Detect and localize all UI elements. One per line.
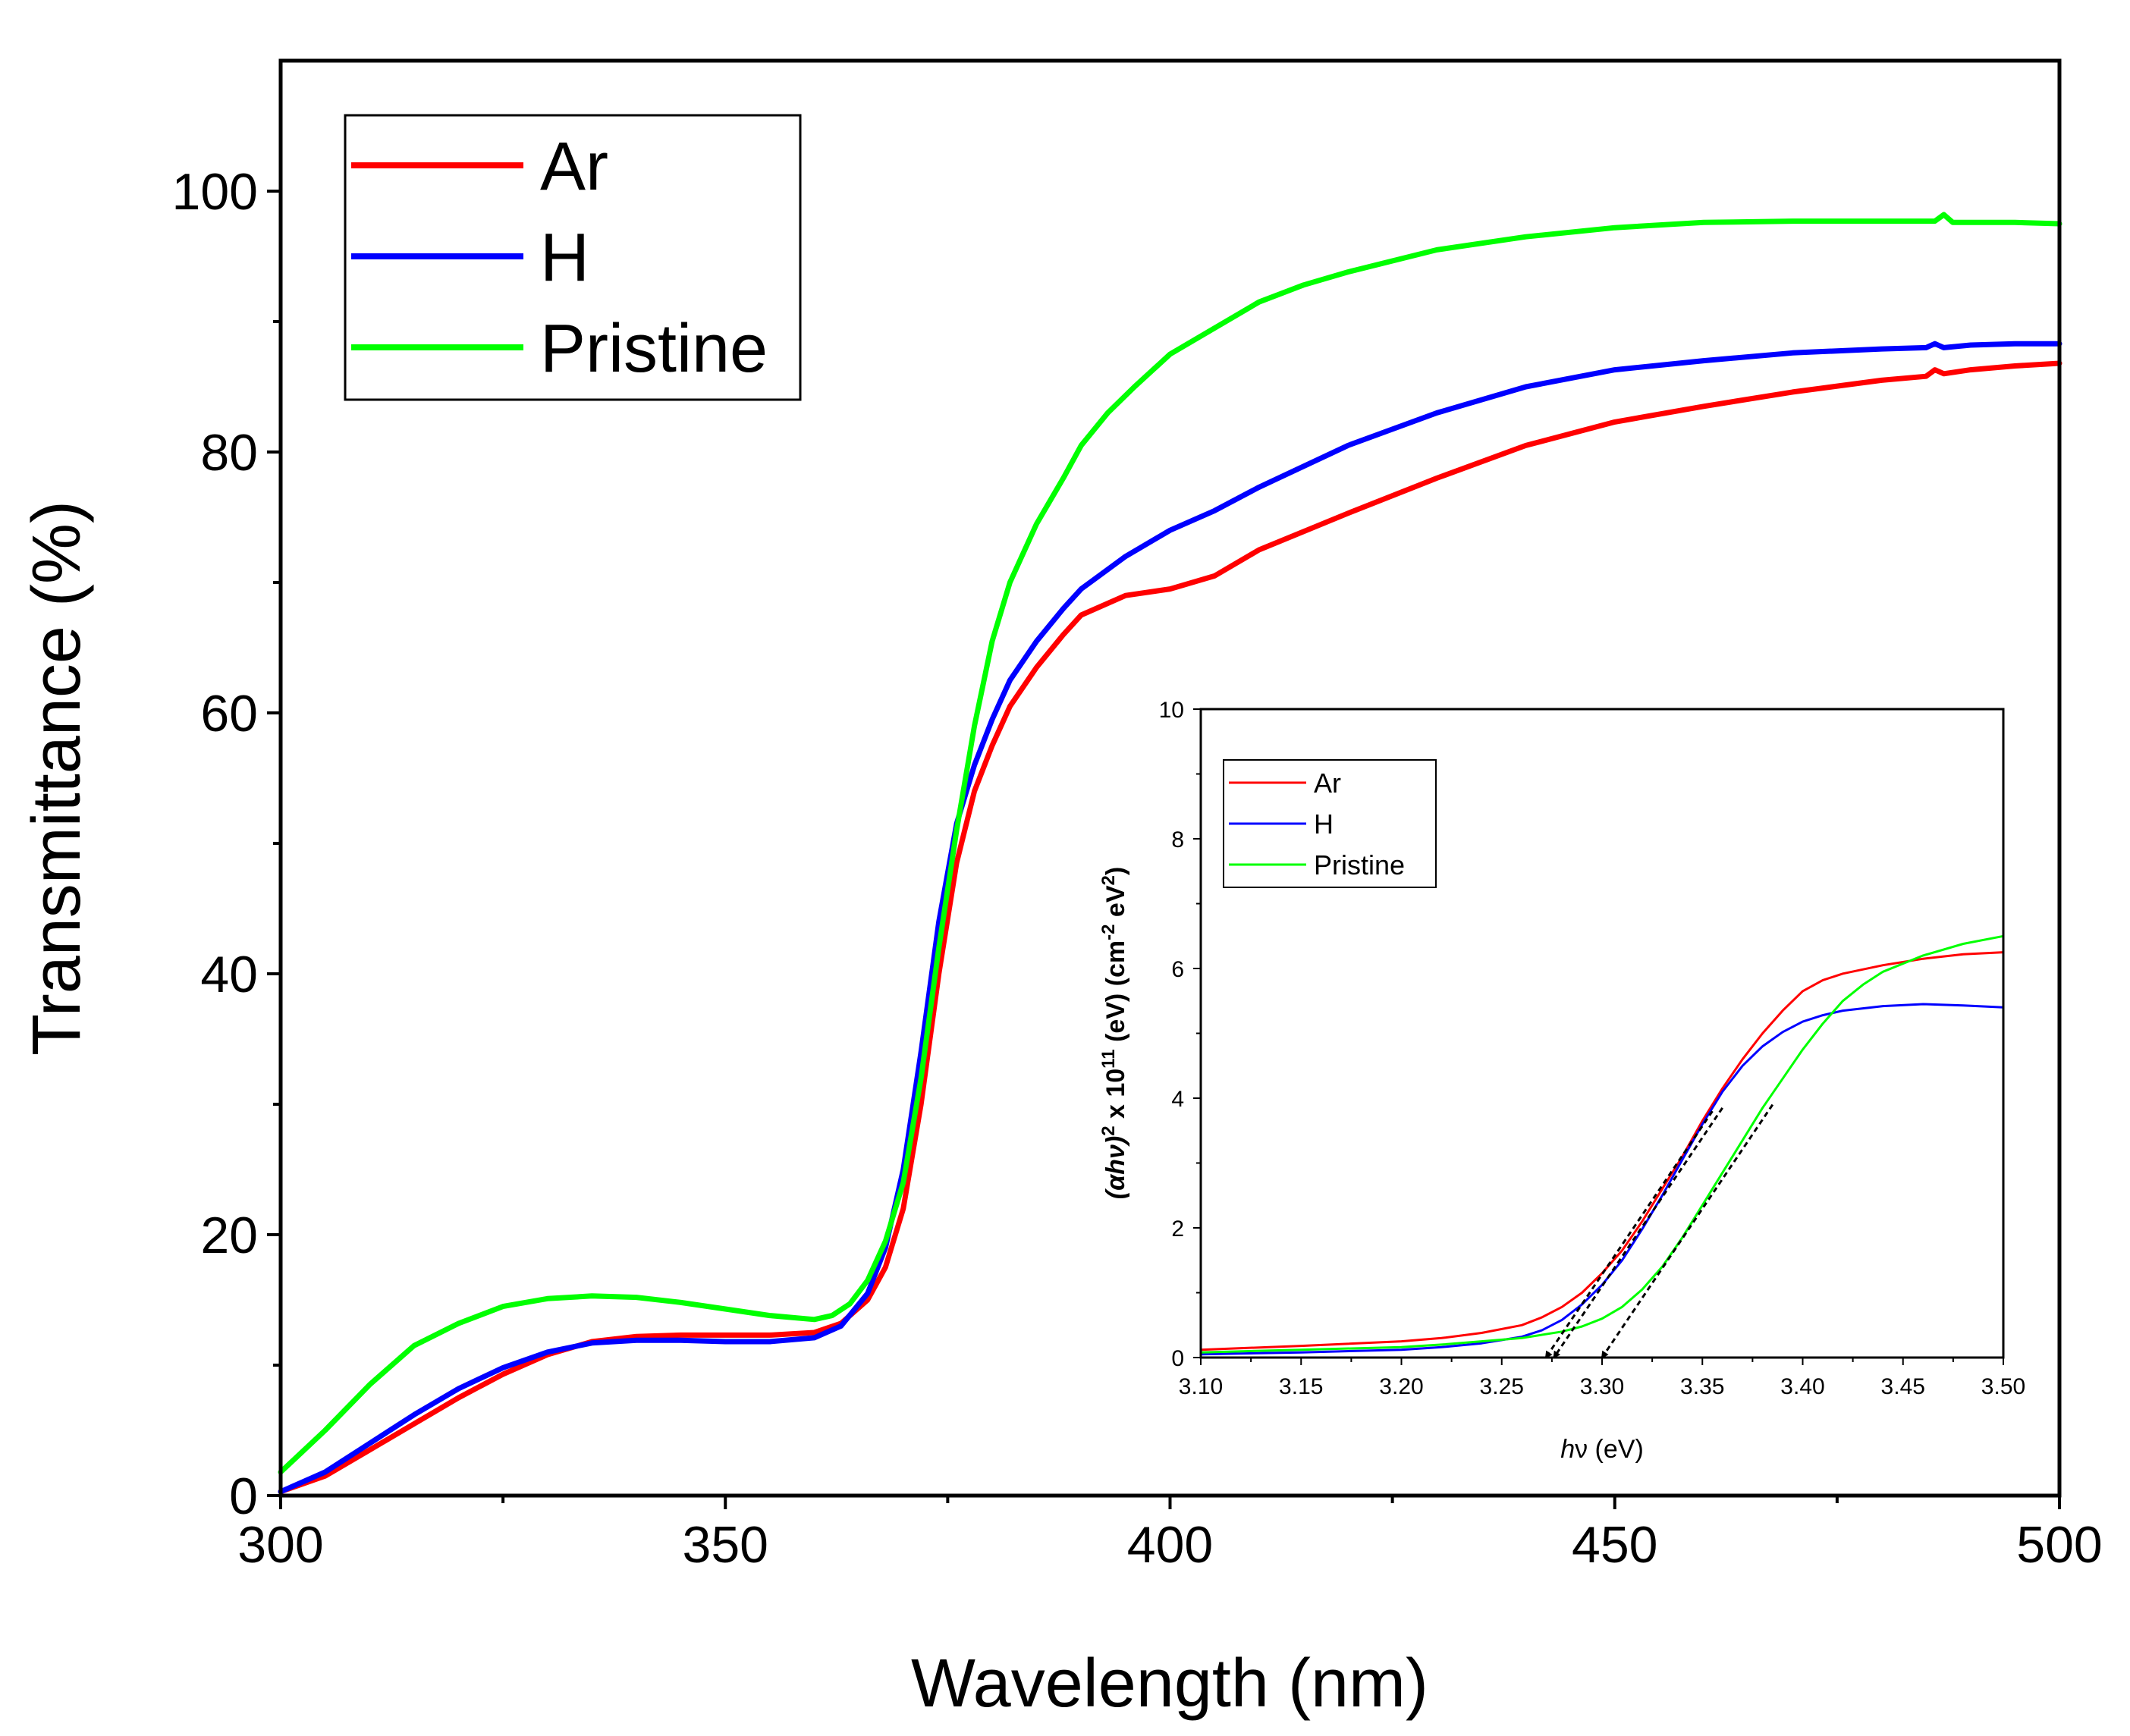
inset-tangent-lines — [1544, 1103, 1774, 1359]
main-x-tick-label: 450 — [1572, 1516, 1657, 1574]
main-y-tick-label: 100 — [172, 163, 258, 221]
inset-x-axis-title: hν (eV) — [1560, 1435, 1644, 1464]
inset-plot: 3.10 3.15 3.20 3.25 3.30 3.35 3.40 3.45 3.50 0 2 4 6… — [1098, 698, 2026, 1464]
inset-x-tick-label: 3.15 — [1279, 1374, 1323, 1399]
inset-y-title-part-5: 11 — [1098, 1049, 1119, 1068]
main-legend: Ar H Pristine — [344, 114, 802, 401]
main-series — [278, 212, 2062, 1495]
inset-x-tick-label: 3.50 — [1981, 1374, 2025, 1399]
inset-y-title-part-0: (α — [1101, 1173, 1130, 1199]
main-x-tick-label: 500 — [2016, 1516, 2102, 1574]
main-x-tick-label: 300 — [237, 1516, 323, 1574]
inset-y-title-part-9: 2 — [1098, 875, 1119, 885]
main-legend-label-pristine: Pristine — [540, 311, 768, 387]
inset-x-axis-title-h: h — [1560, 1435, 1575, 1464]
inset-y-title-part-3: 2 — [1098, 1125, 1119, 1135]
inset-tangent-line-h — [1553, 1107, 1723, 1359]
inset-y-title-part-1: h — [1101, 1159, 1130, 1175]
inset-x-tick-label: 3.10 — [1179, 1374, 1223, 1399]
inset-ticks: 3.10 3.15 3.20 3.25 3.30 3.35 3.40 3.45 3.50 0 2 4 6… — [1159, 698, 2026, 1399]
inset-y-tick-label: 8 — [1171, 827, 1184, 852]
inset-x-tick-label: 3.45 — [1881, 1374, 1925, 1399]
inset-y-title-part-10: ) — [1101, 867, 1130, 875]
inset-series-line-ar — [1199, 951, 2005, 1351]
main-y-axis-title: Transmittance (%) — [19, 501, 95, 1056]
inset-x-tick-label: 3.30 — [1580, 1374, 1624, 1399]
inset-y-title-part-7: -2 — [1098, 925, 1119, 940]
main-y-tick-label: 40 — [200, 946, 258, 1003]
inset-legend-label-h: H — [1314, 808, 1334, 840]
inset-y-tick-label: 2 — [1171, 1216, 1184, 1242]
inset-x-axis-title-nu: ν — [1575, 1435, 1588, 1464]
inset-tangent-line-ar — [1544, 1110, 1714, 1359]
main-plot-frame — [278, 58, 2062, 1498]
inset-legend-label-ar: Ar — [1314, 768, 1341, 799]
inset-y-tick-label: 4 — [1171, 1087, 1184, 1112]
main-x-tick-label: 400 — [1127, 1516, 1213, 1574]
inset-y-tick-label: 0 — [1171, 1346, 1184, 1371]
inset-y-title-part-8: eV — [1101, 885, 1130, 924]
inset-y-tick-label: 10 — [1159, 698, 1184, 723]
main-y-tick-label: 20 — [200, 1207, 258, 1264]
inset-legend-label-pristine: Pristine — [1314, 849, 1405, 881]
inset-x-tick-label: 3.25 — [1480, 1374, 1524, 1399]
inset-y-title-part-2: ν) — [1101, 1136, 1130, 1159]
main-y-tick-label: 60 — [200, 685, 258, 742]
inset-x-tick-label: 3.40 — [1780, 1374, 1824, 1399]
inset-series — [1199, 934, 2005, 1356]
main-y-tick-label: 0 — [229, 1468, 258, 1525]
main-x-axis-title: Wavelength (nm) — [911, 1646, 1428, 1722]
main-legend-label-ar: Ar — [540, 129, 608, 205]
main-series-line-h — [278, 341, 2062, 1495]
main-x-tick-label: 350 — [683, 1516, 768, 1574]
inset-y-axis-title: (αhν)2 x 1011 (eV) (cm-2 eV2) — [1098, 867, 1131, 1199]
inset-series-line-pristine — [1199, 934, 2005, 1354]
inset-x-axis-title-unit: (eV) — [1588, 1435, 1644, 1464]
main-series-line-pristine — [278, 212, 2062, 1475]
inset-x-tick-label: 3.35 — [1680, 1374, 1724, 1399]
inset-y-tick-label: 6 — [1171, 957, 1184, 982]
inset-legend: Ar H Pristine — [1223, 759, 1437, 888]
inset-plot-frame — [1199, 708, 2005, 1359]
main-legend-label-h: H — [540, 220, 589, 296]
inset-y-title-part-6: (eV) (cm — [1101, 940, 1130, 1050]
inset-x-tick-label: 3.20 — [1379, 1374, 1423, 1399]
inset-y-title-part-4: x 10 — [1101, 1069, 1130, 1126]
inset-series-line-h — [1199, 1003, 2005, 1356]
main-y-tick-label: 80 — [200, 424, 258, 482]
